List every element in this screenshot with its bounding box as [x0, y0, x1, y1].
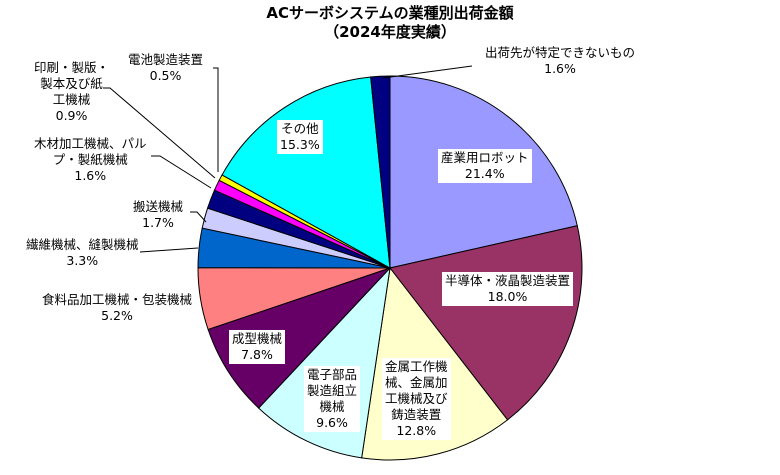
label-value: 0.5% — [149, 68, 182, 83]
leader-line-unknown — [382, 65, 473, 79]
label-value: 21.4% — [464, 166, 505, 181]
leader-line-wood — [151, 155, 212, 189]
label-text: 繊維機械、縫製機械 — [26, 237, 139, 252]
label-text: 械、金属加 — [385, 375, 448, 390]
label-text: 製造組立 — [307, 383, 358, 398]
label-text: 工機械及び — [385, 391, 448, 406]
label-text: その他 — [281, 121, 319, 136]
label-value: 15.3% — [280, 137, 320, 152]
pie-slice — [207, 267, 391, 409]
label-value: 3.3% — [66, 253, 99, 268]
label-value: 7.8% — [241, 347, 273, 362]
label-wood: 木材加工機械、パル プ・製紙機械 1.6% — [34, 136, 147, 184]
label-text: 製本及び紙 — [40, 76, 103, 91]
label-robot: 産業用ロボット 21.4% — [438, 149, 532, 183]
label-value: 9.6% — [316, 415, 348, 430]
label-value: 5.2% — [101, 308, 133, 323]
label-value: 1.6% — [544, 61, 576, 76]
label-text: 鋳造装置 — [391, 407, 442, 422]
label-text: 電子部品 — [307, 367, 358, 382]
label-value: 0.9% — [55, 108, 88, 123]
pie-slice — [370, 75, 391, 269]
label-text: 印刷・製版・ — [34, 60, 110, 75]
label-text: 産業用ロボット — [441, 150, 529, 165]
label-text: 搬送機械 — [133, 199, 184, 214]
label-text: 食料品加工機械・包装機械 — [42, 292, 193, 307]
label-print: 印刷・製版・ 製本及び紙 工機械 0.9% — [34, 60, 109, 124]
label-text: 電池製造装置 — [128, 52, 204, 67]
chart-title: ACサーボシステムの業種別出荷金額 — [266, 4, 514, 22]
leader-line-textile — [139, 247, 199, 253]
label-text: プ・製紙機械 — [52, 152, 128, 167]
label-text: 機械 — [319, 399, 345, 414]
label-text: 工機械 — [52, 92, 91, 107]
label-text: 半導体・液晶製造装置 — [445, 273, 571, 288]
chart-subtitle: （2024年度実績） — [324, 23, 456, 41]
label-food: 食料品加工機械・包装機械 5.2% — [42, 292, 192, 324]
label-value: 1.7% — [142, 215, 174, 230]
label-unknown: 出荷先が特定できないもの 1.6% — [485, 45, 635, 77]
label-value: 12.8% — [396, 423, 437, 438]
label-mold: 成型機械 7.8% — [229, 330, 286, 364]
label-convey: 搬送機械 1.7% — [133, 199, 183, 231]
leader-line-convey — [190, 211, 207, 223]
label-other: その他 15.3% — [277, 120, 323, 154]
label-text: 木材加工機械、パル — [34, 136, 147, 151]
pie-slice — [221, 76, 391, 269]
leader-line-battery — [213, 67, 219, 172]
label-elec: 電子部品 製造組立 機械 9.6% — [304, 366, 361, 432]
label-battery: 電池製造装置 0.5% — [128, 52, 203, 84]
label-semi: 半導体・液晶製造装置 18.0% — [442, 272, 574, 306]
label-value: 1.6% — [74, 168, 107, 183]
label-metal: 金属工作機 械、金属加 工機械及び 鋳造装置 12.8% — [382, 358, 451, 440]
label-value: 18.0% — [487, 289, 528, 304]
label-text: 出荷先が特定できないもの — [485, 45, 636, 60]
label-textile: 繊維機械、縫製機械 3.3% — [26, 237, 139, 269]
leader-line-print — [103, 87, 216, 179]
leader-lines — [103, 65, 473, 253]
pie-slices — [197, 75, 583, 461]
label-text: 金属工作機 — [385, 359, 448, 374]
label-text: 成型機械 — [232, 331, 283, 346]
